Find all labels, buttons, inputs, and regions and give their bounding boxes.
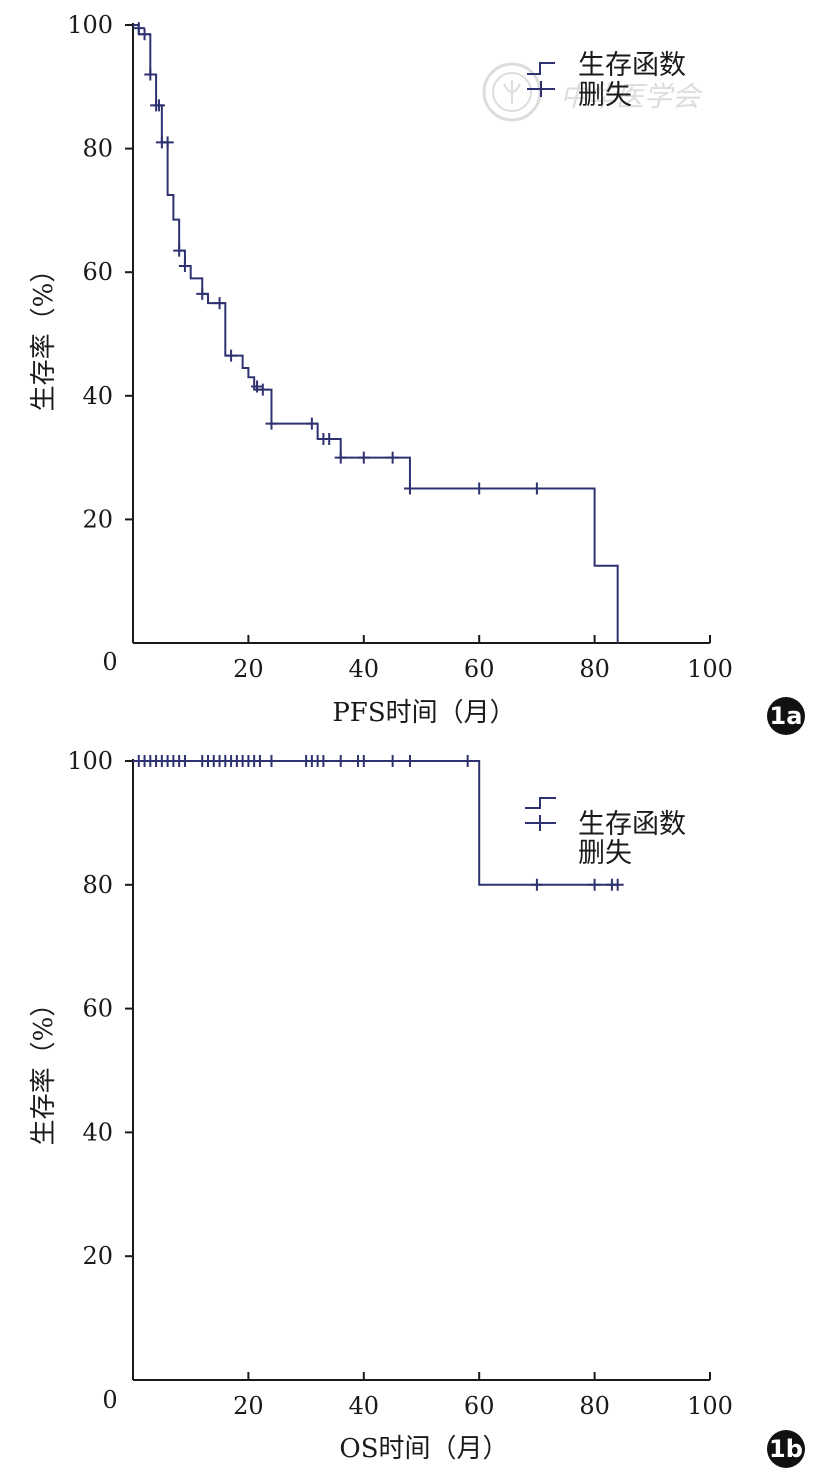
y-tick-label: 20 bbox=[82, 505, 113, 533]
censor-mark bbox=[386, 755, 399, 767]
censor-mark bbox=[178, 755, 191, 767]
censor-mark bbox=[161, 136, 174, 149]
panel-badge-label-1a: 1a bbox=[770, 702, 803, 730]
censor-mark bbox=[317, 755, 330, 767]
y-tick-label: 60 bbox=[82, 258, 113, 286]
censor-mark bbox=[196, 287, 209, 300]
panel-1b: 20 40 60 80 100 20 40 60 80 100 0 生存函数 删失 OS时间（月… bbox=[29, 747, 805, 1468]
y-tick-label: 80 bbox=[82, 871, 113, 899]
legend-censor-symbol bbox=[525, 815, 556, 831]
censor-mark bbox=[334, 755, 347, 767]
x-tick-label: 80 bbox=[579, 1392, 610, 1420]
y-tick-label: 60 bbox=[82, 995, 113, 1023]
x-tick-label: 60 bbox=[464, 1392, 495, 1420]
x-axis-1a: 20 40 60 80 100 bbox=[133, 635, 733, 683]
censor-mark bbox=[357, 755, 370, 767]
legend-censor-symbol bbox=[527, 81, 555, 97]
censor-mark bbox=[334, 451, 347, 464]
censor-mark bbox=[611, 878, 624, 891]
censor-mark bbox=[473, 482, 486, 495]
y-tick-label: 100 bbox=[67, 11, 113, 39]
censor-mark bbox=[213, 297, 226, 310]
watermark: 中华医学会 bbox=[482, 62, 703, 122]
x-tick-label: 20 bbox=[233, 655, 264, 683]
legend-entry-survival: 生存函数 bbox=[578, 809, 686, 840]
legend-step-symbol bbox=[525, 797, 556, 809]
censor-mark bbox=[461, 755, 474, 767]
censor-mark bbox=[588, 878, 601, 891]
censor-mark bbox=[323, 433, 336, 446]
censor-mark bbox=[265, 417, 278, 430]
panel-badge-1b: 1b bbox=[767, 1430, 805, 1468]
censor-mark bbox=[173, 244, 186, 257]
y-axis-1a: 20 40 60 80 100 bbox=[67, 11, 134, 643]
y-tick-label: 80 bbox=[82, 135, 113, 163]
y-tick-label: 40 bbox=[82, 1118, 113, 1146]
censor-mark bbox=[530, 482, 543, 495]
y-tick-label: 20 bbox=[82, 1242, 113, 1270]
legend-step-symbol bbox=[527, 62, 555, 75]
censor-mark bbox=[256, 383, 269, 396]
censor-mark bbox=[403, 755, 416, 767]
x-axis-1b: 20 40 60 80 100 bbox=[133, 1372, 733, 1420]
x-tick-label: 20 bbox=[233, 1392, 264, 1420]
legend-entry-censored: 删失 bbox=[578, 838, 632, 869]
origin-label-1b: 0 bbox=[102, 1386, 117, 1414]
censor-mark bbox=[132, 22, 145, 35]
censor-mark bbox=[357, 451, 370, 464]
origin-label-1a: 0 bbox=[102, 648, 117, 676]
censor-mark bbox=[403, 482, 416, 495]
x-tick-label: 80 bbox=[579, 655, 610, 683]
x-tick-label: 100 bbox=[687, 1392, 733, 1420]
censor-mark bbox=[152, 99, 165, 112]
series-1b bbox=[132, 755, 624, 891]
censor-mark bbox=[138, 28, 151, 41]
censor-mark bbox=[253, 755, 266, 767]
legend-entry-censored: 删失 bbox=[578, 80, 632, 111]
censor-mark bbox=[225, 349, 238, 362]
y-tick-label: 100 bbox=[67, 747, 113, 775]
x-tick-label: 40 bbox=[349, 1392, 380, 1420]
censor-mark bbox=[265, 755, 278, 767]
legend-1b: 生存函数 删失 bbox=[525, 797, 686, 869]
series-1a bbox=[132, 22, 619, 643]
x-tick-label: 60 bbox=[464, 655, 495, 683]
x-tick-label: 100 bbox=[687, 655, 733, 683]
watermark-text: 中华医学会 bbox=[560, 80, 703, 113]
censor-mark bbox=[530, 878, 543, 891]
censor-mark bbox=[251, 380, 264, 393]
panel-badge-1a: 1a bbox=[767, 697, 805, 735]
censor-mark bbox=[305, 417, 318, 430]
y-tick-label: 40 bbox=[82, 382, 113, 410]
panel-badge-label-1b: 1b bbox=[769, 1435, 803, 1463]
censor-mark bbox=[144, 68, 157, 81]
x-axis-title-1a: PFS时间（月） bbox=[332, 698, 515, 728]
y-axis-1b: 20 40 60 80 100 bbox=[67, 747, 134, 1380]
y-axis-title-1b: 生存率（%） bbox=[29, 991, 59, 1146]
censor-mark bbox=[178, 260, 191, 273]
x-axis-title-1b: OS时间（月） bbox=[339, 1434, 508, 1464]
censor-mark bbox=[386, 451, 399, 464]
x-tick-label: 40 bbox=[349, 655, 380, 683]
legend-1a: 生存函数 删失 bbox=[527, 50, 686, 111]
survival-step-line bbox=[133, 24, 619, 643]
legend-entry-survival: 生存函数 bbox=[578, 50, 686, 81]
y-axis-title-1a: 生存率（%） bbox=[29, 257, 59, 412]
